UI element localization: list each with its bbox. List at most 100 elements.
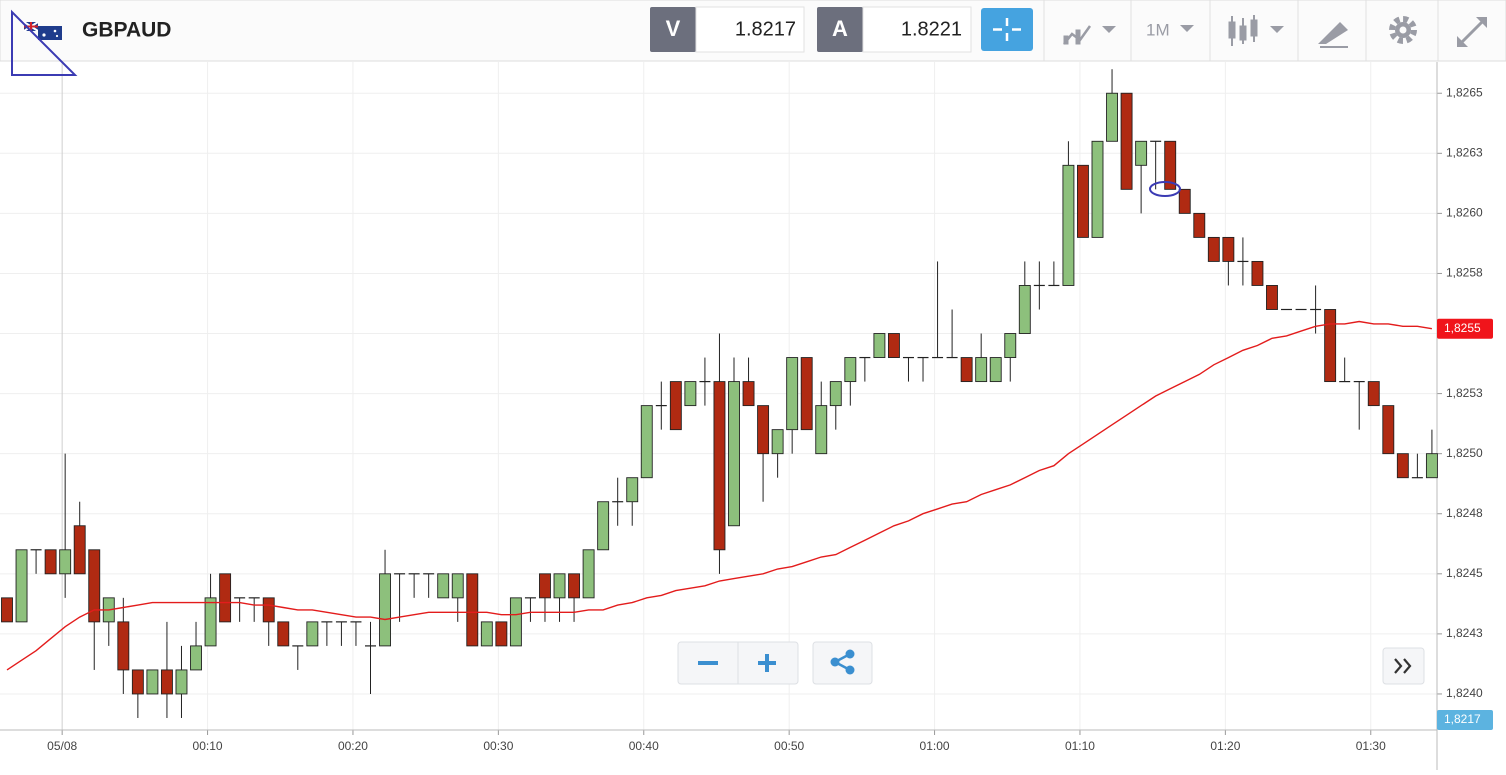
timeframe[interactable]: 1M: [1146, 20, 1170, 39]
candle-body: [960, 357, 973, 383]
candle-body: [306, 621, 319, 647]
fullscreen-button[interactable]: [1457, 17, 1487, 47]
candle-body: [1077, 164, 1089, 238]
ask-label-box: [817, 7, 863, 52]
zoom-controls: [677, 641, 799, 685]
candle-body: [495, 621, 508, 647]
indicator-tag: [1437, 318, 1493, 339]
candle-body: [800, 357, 813, 431]
candle-body: [539, 573, 551, 599]
candle-body: [1091, 140, 1104, 238]
candle-body: [160, 669, 173, 695]
draw-tool-button[interactable]: [1318, 22, 1348, 48]
ask-price: 1.8221: [901, 18, 962, 40]
candle-body: [277, 621, 290, 647]
candle-body: [713, 381, 726, 551]
candle-body: [844, 357, 857, 383]
x-tick-label: 01:10: [1065, 739, 1095, 753]
candle-body: [669, 381, 682, 431]
candle-body: [1207, 236, 1220, 262]
candle-body: [262, 597, 275, 623]
candle-body: [1367, 381, 1380, 407]
bid-box[interactable]: [695, 6, 805, 53]
y-tick-label: 1,8263: [1446, 145, 1483, 159]
x-tick-label: 00:40: [629, 739, 659, 753]
candle-type-button[interactable]: [1228, 15, 1284, 46]
candle-body: [131, 669, 144, 695]
chart-type-button[interactable]: [1063, 25, 1116, 45]
bid-tag: [1437, 710, 1493, 730]
candle-body: [829, 381, 842, 407]
candle-body: [1396, 453, 1409, 479]
crosshair-button[interactable]: [981, 8, 1033, 51]
candle-body: [815, 405, 828, 455]
candle-body: [1382, 405, 1395, 455]
candle-body: [684, 381, 697, 407]
settings-button[interactable]: [1389, 16, 1417, 44]
bid-tag-label: 1,8217: [1444, 712, 1481, 726]
candle-body: [480, 621, 493, 647]
candle-body: [175, 669, 188, 695]
candle-body: [15, 549, 28, 623]
candle-body: [1135, 140, 1148, 166]
candle-body: [1193, 212, 1206, 238]
candle-body: [466, 573, 479, 647]
candle-body: [1178, 188, 1191, 214]
indicator-tag-label: 1,8255: [1444, 321, 1481, 335]
candle-body: [1004, 333, 1017, 359]
x-tick-label: 01:20: [1210, 739, 1240, 753]
candle-body: [887, 333, 900, 359]
candle-body: [553, 573, 566, 599]
candle-body: [117, 621, 130, 671]
x-tick-label: 00:30: [483, 739, 513, 753]
x-tick-label: 00:20: [338, 739, 368, 753]
zoom-in[interactable]: [758, 654, 776, 672]
candle-body: [1164, 140, 1177, 190]
candle-body: [728, 381, 740, 527]
scroll-right-button[interactable]: [1382, 647, 1425, 685]
candle-body: [219, 573, 232, 623]
candle-body: [204, 597, 217, 647]
candle-body: [509, 597, 522, 647]
bid-price: 1.8217: [735, 18, 796, 40]
candle-body: [1222, 236, 1235, 262]
x-tick-label: 01:00: [920, 739, 950, 753]
candle-body: [597, 501, 610, 551]
plot-area: 1,8240 1,8243 1,8245 1,8248 1,8250 1,8253 1,82…: [0, 62, 1483, 770]
y-tick-label: 1,8248: [1446, 506, 1483, 520]
candle-body: [1251, 260, 1264, 286]
candle-body: [626, 477, 639, 503]
candle-body: [1120, 92, 1133, 190]
bid-label-box: [650, 7, 696, 52]
y-tick-label: 1,8265: [1446, 85, 1483, 99]
candle-body: [640, 405, 653, 479]
candle-body: [568, 573, 581, 599]
candle-body: [88, 549, 101, 623]
x-tick-label: 05/08: [47, 739, 77, 753]
candle-body: [771, 429, 784, 455]
timeframe-caret: [1180, 25, 1194, 32]
annotation-triangle: [11, 9, 78, 76]
candle-body: [1324, 309, 1337, 383]
candle-body: [1106, 92, 1118, 142]
candle-body: [73, 525, 86, 575]
y-tick-label: 1,8260: [1446, 206, 1483, 220]
annotation-ellipse: [1149, 181, 1181, 197]
toolbar-separators: [1043, 0, 1439, 61]
candle-body: [582, 549, 595, 599]
candle-body: [1018, 285, 1031, 334]
candle-body: [757, 405, 770, 455]
symbol: GBPAUD: [82, 19, 171, 42]
candle-body: [190, 645, 202, 671]
candle-body: [1062, 164, 1075, 286]
share-button[interactable]: [812, 641, 873, 685]
ask-box[interactable]: [862, 6, 972, 53]
moving-average-line: [6, 320, 1433, 671]
y-tick-label: 1,8253: [1446, 386, 1483, 400]
candle-body: [44, 549, 57, 575]
y-tick-label: 1,8258: [1446, 266, 1483, 280]
candle-body: [59, 549, 72, 575]
candle-body: [989, 357, 1002, 383]
y-tick-label: 1,8243: [1446, 626, 1483, 640]
